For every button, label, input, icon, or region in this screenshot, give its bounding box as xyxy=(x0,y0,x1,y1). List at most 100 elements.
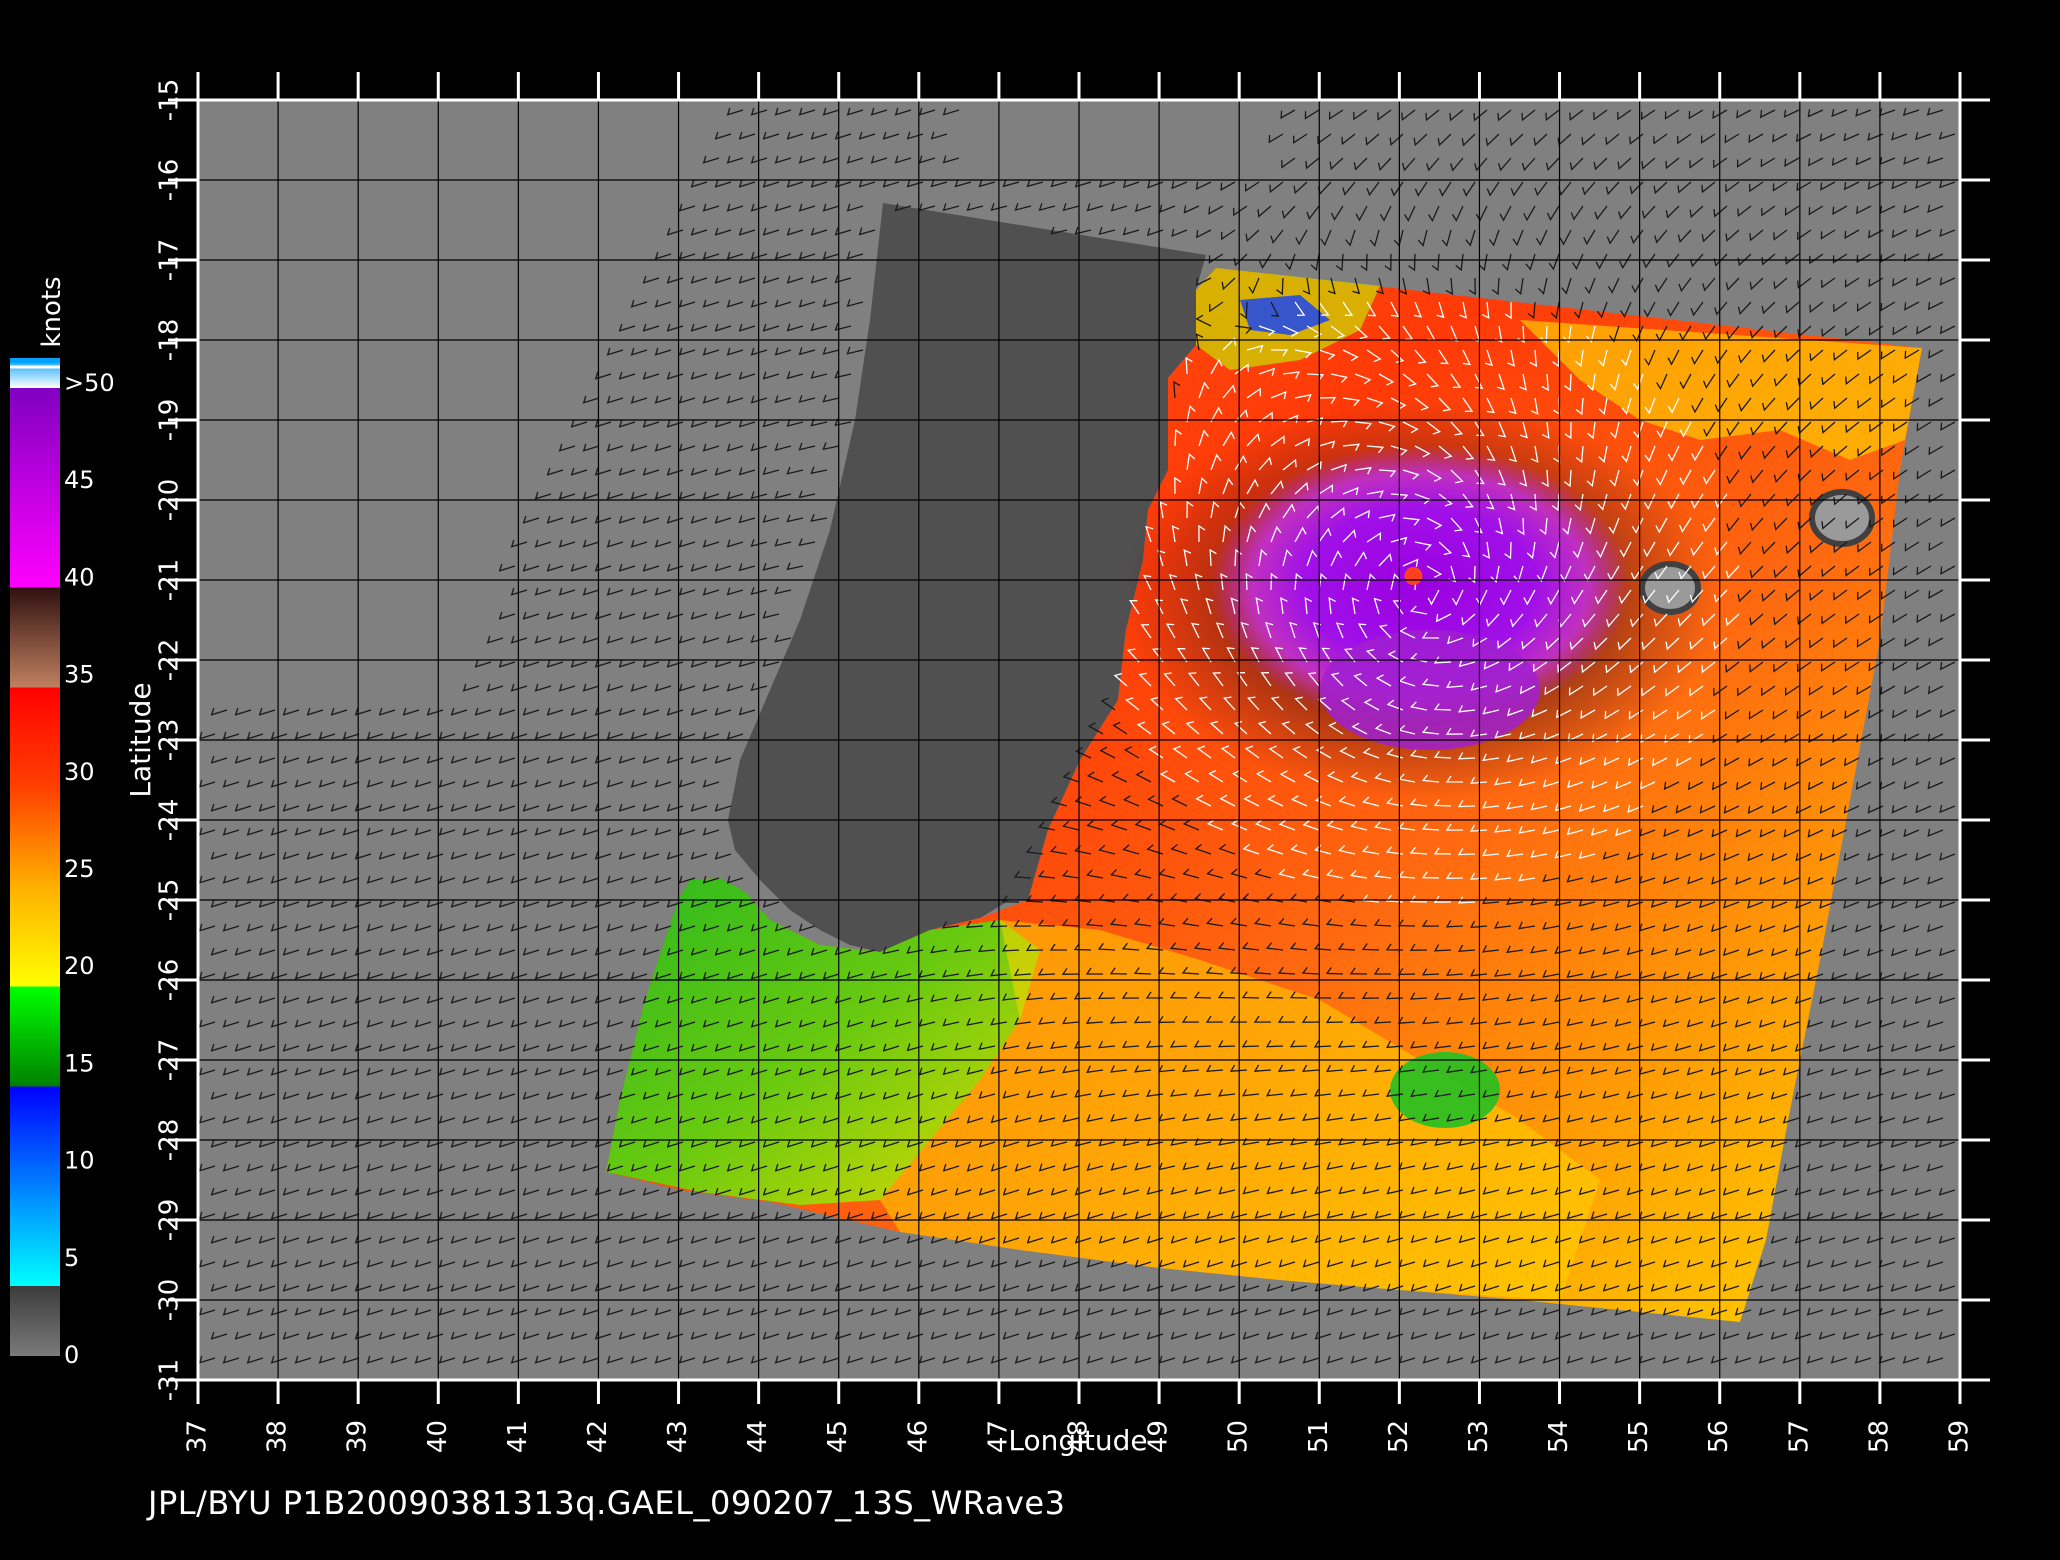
wind-barb xyxy=(1280,109,1296,120)
wind-barb xyxy=(1446,1210,1464,1219)
wind-barb xyxy=(1585,517,1596,535)
wind-barb xyxy=(954,1235,972,1244)
wind-barb xyxy=(246,971,264,980)
wind-barb xyxy=(306,1043,324,1052)
wind-barb xyxy=(438,1259,456,1268)
wind-barb xyxy=(1845,421,1860,434)
wind-barb xyxy=(1301,1015,1320,1023)
wind-barb xyxy=(1916,517,1932,528)
wind-barb xyxy=(1499,205,1512,222)
wind-barb xyxy=(1325,1015,1344,1024)
wind-barb xyxy=(1712,733,1728,744)
wind-barb xyxy=(1110,1307,1128,1316)
wind-barb xyxy=(1641,157,1656,170)
wind-barb xyxy=(1026,1235,1044,1244)
wind-barb xyxy=(1462,397,1474,412)
wind-barb xyxy=(1866,1331,1884,1340)
wind-barb xyxy=(1590,970,1608,979)
wind-barb xyxy=(894,970,912,979)
wind-barb xyxy=(390,1355,408,1364)
wind-barb xyxy=(1226,647,1236,663)
wind-barb xyxy=(1326,1210,1344,1219)
wind-barb xyxy=(1663,828,1680,838)
wind-barb xyxy=(318,1115,336,1124)
wind-barb xyxy=(306,899,324,908)
wind-barb xyxy=(1939,228,1956,238)
wind-barb xyxy=(1196,229,1212,239)
wind-barb xyxy=(642,803,660,812)
wind-barb xyxy=(702,1355,720,1364)
wind-barb xyxy=(1230,1355,1248,1364)
wind-barb xyxy=(1086,1163,1104,1172)
wind-barb xyxy=(1002,1331,1020,1340)
wind-barb xyxy=(462,1355,480,1364)
wind-barb xyxy=(210,1283,228,1292)
wind-barb xyxy=(1493,825,1512,833)
wind-barb xyxy=(1362,1186,1380,1195)
x-tick-label: 40 xyxy=(423,1420,453,1453)
wind-barb xyxy=(1269,181,1284,194)
wind-barb xyxy=(1711,876,1728,885)
wind-barb xyxy=(1294,437,1311,447)
wind-barb xyxy=(402,707,420,716)
wind-barb xyxy=(1038,1163,1056,1172)
wind-barb xyxy=(1566,1307,1584,1316)
wind-barb xyxy=(1206,1211,1224,1220)
wind-barb xyxy=(1618,589,1632,605)
wind-barb xyxy=(1289,893,1308,903)
wind-barb xyxy=(1506,754,1524,763)
wind-barb xyxy=(282,1043,300,1052)
wind-barb xyxy=(1158,1259,1176,1268)
wind-barb xyxy=(654,395,672,404)
wind-barb xyxy=(210,755,228,764)
wind-barb xyxy=(1050,1090,1068,1099)
wind-barb xyxy=(1602,1187,1620,1196)
wind-barb xyxy=(1278,1259,1296,1268)
wind-barb xyxy=(678,1115,696,1124)
wind-barb xyxy=(1737,205,1752,218)
wind-barb xyxy=(1702,469,1716,485)
wind-barb xyxy=(834,131,852,140)
wind-barb xyxy=(1122,1283,1140,1292)
wind-barb xyxy=(270,1355,288,1364)
wind-barb xyxy=(1831,781,1848,791)
wind-barb xyxy=(1529,493,1537,512)
wind-barb xyxy=(1590,1259,1608,1268)
wind-barb xyxy=(1421,774,1440,783)
wind-barb xyxy=(1422,1259,1440,1268)
wind-barb xyxy=(246,1211,264,1220)
wind-barb xyxy=(1270,572,1278,591)
wind-barb xyxy=(378,1331,396,1340)
wind-barb xyxy=(1893,517,1908,529)
wind-barb xyxy=(462,1163,480,1172)
wind-barb xyxy=(498,803,516,812)
wind-barb xyxy=(342,971,360,980)
wind-barb xyxy=(666,419,684,428)
wind-barb xyxy=(546,1283,564,1292)
wind-barb xyxy=(1361,991,1380,999)
wind-barb xyxy=(1242,1235,1260,1244)
wind-barb xyxy=(1927,685,1944,695)
x-tick-label: 41 xyxy=(503,1420,533,1453)
wind-barb xyxy=(1290,1283,1308,1292)
wind-barb xyxy=(1566,1114,1584,1123)
wind-barb xyxy=(1566,827,1584,836)
wind-barb xyxy=(1749,181,1764,193)
wind-barb xyxy=(1904,685,1920,695)
wind-barb xyxy=(1594,205,1608,221)
wind-barb xyxy=(870,970,888,979)
wind-barb xyxy=(1809,253,1824,265)
wind-barb xyxy=(1292,745,1308,759)
wind-barb xyxy=(1904,493,1920,504)
wind-barb xyxy=(414,779,432,788)
wind-barb xyxy=(726,1211,744,1220)
wind-barb xyxy=(966,1259,984,1268)
wind-barb xyxy=(1470,1259,1488,1268)
wind-barb xyxy=(1506,1235,1524,1244)
wind-barb xyxy=(702,635,720,644)
wind-barb xyxy=(1385,846,1404,855)
wind-barb xyxy=(1867,132,1884,141)
wind-barb xyxy=(714,947,732,956)
wind-barb xyxy=(474,995,492,1004)
wind-barb xyxy=(1796,181,1812,192)
